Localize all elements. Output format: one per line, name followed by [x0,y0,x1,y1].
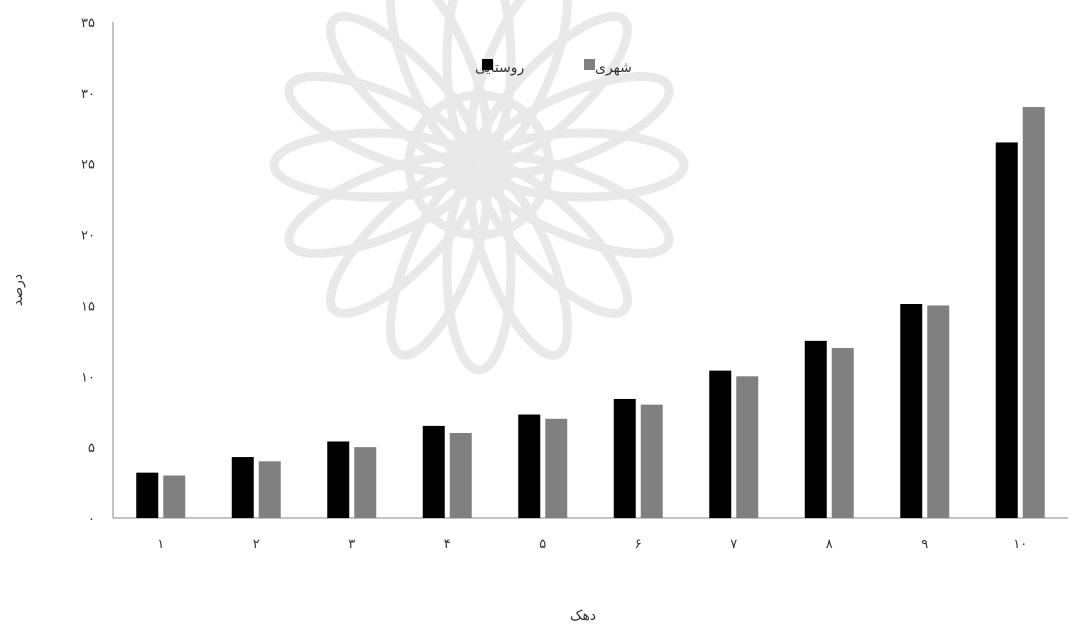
legend: روستایی شهری [475,59,632,76]
bar-rural-6 [613,398,636,518]
y-tick-label: ۲۰ [81,229,95,244]
x-tick-label: ۱ [157,537,164,552]
bar-rural-5 [518,414,541,518]
x-tick-label: ۲ [253,537,260,552]
bar-urban-8 [831,347,854,518]
bars [136,107,1045,519]
x-tick-label: ۵ [539,537,546,552]
bar-rural-10 [995,142,1018,518]
bar-rural-4 [422,425,445,518]
bar-urban-4 [449,432,472,518]
bar-urban-9 [927,305,950,518]
x-tick-label: ۳ [348,537,355,552]
bar-urban-7 [736,376,759,518]
y-axis-title: درصد [10,274,26,306]
y-tick-label: ۱۰ [81,370,95,385]
legend-label-urban: شهری [595,60,632,76]
bar-urban-10 [1022,107,1045,519]
watermark-rosette [269,0,689,375]
x-tick-label: ۱۰ [1013,537,1027,552]
bar-urban-3 [354,447,377,518]
x-tick-label: ۶ [635,537,642,552]
x-axis-title: دهک [570,608,596,624]
bar-urban-2 [258,461,281,518]
x-tick-label: ۸ [826,537,833,552]
bar-urban-1 [163,475,186,518]
bar-urban-5 [545,418,568,518]
y-tick-label: ۵ [88,441,95,456]
bar-rural-9 [900,304,923,518]
x-tick-labels: ۱ ۲ ۳ ۴ ۵ ۶ ۷ ۸ ۹ ۱۰ [157,537,1027,552]
bar-rural-7 [709,370,732,518]
bar-urban-6 [640,404,663,518]
x-tick-label: ۴ [444,537,451,552]
y-tick-label: ۰ [88,512,95,527]
bar-rural-8 [804,340,827,518]
x-tick-label: ۹ [921,537,928,552]
legend-swatch-urban [584,59,595,70]
bar-rural-1 [136,472,159,518]
bar-rural-2 [231,457,254,518]
y-tick-label: ۱۵ [81,299,95,314]
legend-swatch-rural [482,59,493,70]
y-tick-label: ۳۵ [81,16,95,31]
y-tick-labels: ۰ ۵ ۱۰ ۱۵ ۲۰ ۲۵ ۳۰ ۳۵ [81,16,95,527]
x-tick-label: ۷ [730,537,737,552]
y-tick-label: ۲۵ [81,158,95,173]
bar-rural-3 [327,441,350,518]
y-tick-label: ۳۰ [81,87,95,102]
